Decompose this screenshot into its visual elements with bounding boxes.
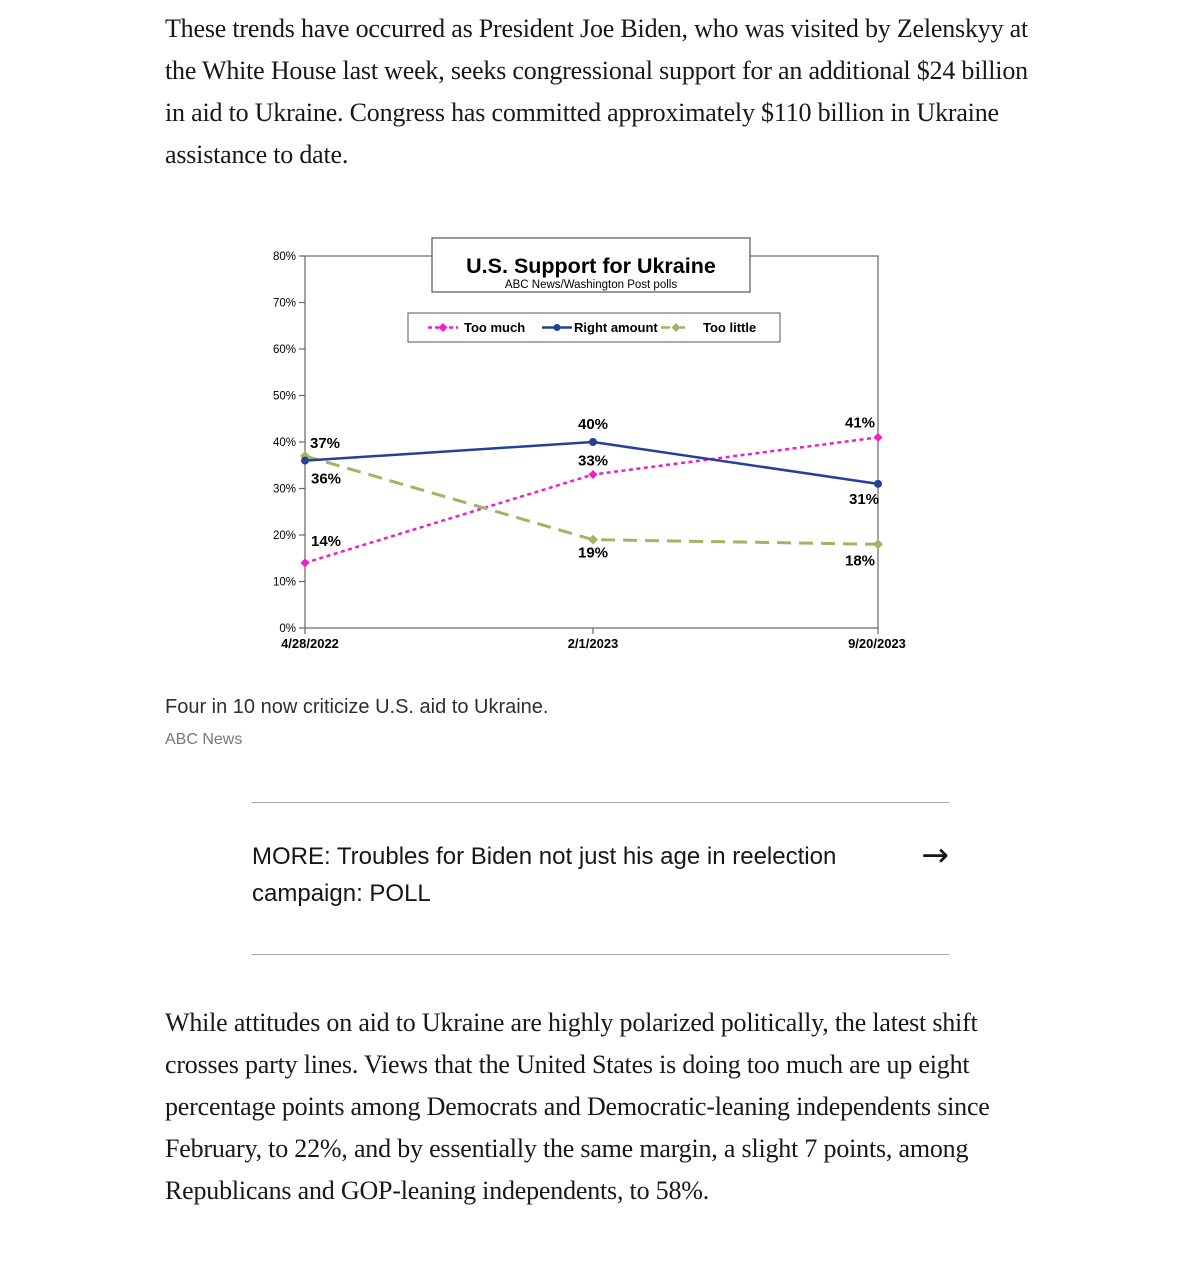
- figure-caption: Four in 10 now criticize U.S. aid to Ukr…: [165, 696, 549, 718]
- article-paragraph-bottom: While attitudes on aid to Ukraine are hi…: [165, 1008, 990, 1205]
- ukraine-support-poll-chart: 0% 10% 20% 30% 40% 50% 60% 70% 80% 4/28/2022 2/1/2…: [273, 237, 906, 651]
- svg-text:19%: 19%: [578, 545, 608, 562]
- svg-text:14%: 14%: [311, 533, 341, 550]
- svg-text:40%: 40%: [273, 437, 296, 449]
- svg-text:Too little: Too little: [703, 320, 756, 335]
- svg-text:80%: 80%: [273, 251, 296, 263]
- divider: [252, 954, 949, 955]
- svg-text:0%: 0%: [279, 623, 296, 635]
- more-link[interactable]: MORE: Troubles for Biden not just his ag…: [252, 838, 949, 912]
- svg-text:36%: 36%: [311, 471, 341, 488]
- svg-text:40%: 40%: [578, 416, 608, 433]
- chart-figure: 0% 10% 20% 30% 40% 50% 60% 70% 80% 4/28/2022 2/1/2…: [262, 236, 912, 668]
- svg-text:50%: 50%: [273, 391, 296, 403]
- article-paragraph-top: These trends have occurred as President …: [165, 14, 1029, 169]
- svg-text:70%: 70%: [273, 298, 296, 310]
- more-link-text[interactable]: MORE: Troubles for Biden not just his ag…: [252, 843, 837, 907]
- right-arrow-icon[interactable]: →: [921, 835, 949, 874]
- svg-text:30%: 30%: [273, 484, 296, 496]
- svg-text:ABC News/Washington Post polls: ABC News/Washington Post polls: [505, 279, 677, 291]
- svg-text:18%: 18%: [845, 552, 875, 569]
- svg-text:U.S. Support for Ukraine: U.S. Support for Ukraine: [466, 254, 716, 278]
- svg-text:Right amount: Right amount: [574, 320, 658, 335]
- svg-text:37%: 37%: [310, 435, 340, 452]
- svg-text:Too much: Too much: [464, 320, 525, 335]
- svg-text:10%: 10%: [273, 577, 296, 589]
- svg-text:41%: 41%: [845, 414, 875, 431]
- svg-text:60%: 60%: [273, 344, 296, 356]
- svg-text:4/28/2022: 4/28/2022: [281, 636, 339, 651]
- divider: [252, 802, 949, 803]
- figure-credit: ABC News: [165, 731, 243, 748]
- svg-text:20%: 20%: [273, 530, 296, 542]
- svg-text:31%: 31%: [849, 491, 879, 508]
- svg-text:2/1/2023: 2/1/2023: [568, 636, 619, 651]
- svg-text:9/20/2023: 9/20/2023: [848, 636, 906, 651]
- svg-text:33%: 33%: [578, 453, 608, 470]
